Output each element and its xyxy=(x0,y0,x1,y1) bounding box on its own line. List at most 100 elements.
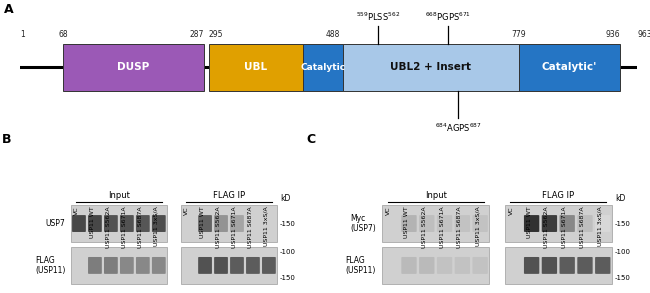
Bar xyxy=(71,247,167,284)
FancyBboxPatch shape xyxy=(136,215,150,232)
Bar xyxy=(181,205,277,242)
FancyBboxPatch shape xyxy=(577,257,593,274)
Text: USP11 S562A: USP11 S562A xyxy=(216,206,221,248)
Text: USP11 3xS/A: USP11 3xS/A xyxy=(264,206,269,246)
Text: USP11 WT: USP11 WT xyxy=(404,206,409,238)
Text: USP11 3xS/A: USP11 3xS/A xyxy=(598,206,603,246)
FancyBboxPatch shape xyxy=(120,215,134,232)
Text: -150: -150 xyxy=(615,275,630,282)
FancyBboxPatch shape xyxy=(577,215,593,232)
Bar xyxy=(71,205,167,242)
Text: USP11 WT: USP11 WT xyxy=(526,206,532,238)
FancyBboxPatch shape xyxy=(524,215,539,232)
Text: -150: -150 xyxy=(615,221,630,226)
Bar xyxy=(343,44,519,91)
FancyBboxPatch shape xyxy=(230,257,244,274)
Bar xyxy=(382,205,489,242)
FancyBboxPatch shape xyxy=(455,257,470,274)
FancyBboxPatch shape xyxy=(401,257,417,274)
Bar xyxy=(209,44,303,91)
FancyBboxPatch shape xyxy=(262,257,276,274)
Text: 295: 295 xyxy=(209,30,223,39)
Text: B: B xyxy=(3,133,12,146)
Text: USP11 S687A: USP11 S687A xyxy=(248,206,253,248)
Text: VC: VC xyxy=(74,206,79,215)
Text: FLAG IP: FLAG IP xyxy=(542,191,575,200)
FancyBboxPatch shape xyxy=(524,257,539,274)
Text: -150: -150 xyxy=(280,221,296,226)
Text: Myc
(USP7): Myc (USP7) xyxy=(350,214,376,233)
Text: 936: 936 xyxy=(605,30,619,39)
Text: USP11 S671A: USP11 S671A xyxy=(232,206,237,248)
Text: DUSP: DUSP xyxy=(117,62,150,72)
Text: -150: -150 xyxy=(280,275,296,282)
FancyBboxPatch shape xyxy=(560,257,575,274)
Text: USP11 S687A: USP11 S687A xyxy=(580,206,585,248)
Bar xyxy=(181,247,277,284)
Bar xyxy=(519,44,619,91)
FancyBboxPatch shape xyxy=(560,215,575,232)
Text: VC: VC xyxy=(184,206,189,215)
FancyBboxPatch shape xyxy=(214,257,228,274)
Text: USP7: USP7 xyxy=(46,219,65,228)
FancyBboxPatch shape xyxy=(595,257,610,274)
Text: kD: kD xyxy=(615,194,625,203)
FancyBboxPatch shape xyxy=(437,215,452,232)
Text: VC: VC xyxy=(509,206,514,215)
FancyBboxPatch shape xyxy=(473,257,488,274)
FancyBboxPatch shape xyxy=(88,257,102,274)
FancyBboxPatch shape xyxy=(152,215,166,232)
Text: 779: 779 xyxy=(512,30,526,39)
FancyBboxPatch shape xyxy=(198,257,212,274)
Text: USP11 S562A: USP11 S562A xyxy=(545,206,549,248)
Text: USP11 S687A: USP11 S687A xyxy=(138,206,143,248)
Text: A: A xyxy=(4,4,14,16)
Bar xyxy=(63,44,203,91)
FancyBboxPatch shape xyxy=(136,257,150,274)
Text: 488: 488 xyxy=(325,30,339,39)
Text: USP11 S562A: USP11 S562A xyxy=(106,206,111,248)
Text: UBL: UBL xyxy=(244,62,267,72)
Text: USP11 WT: USP11 WT xyxy=(90,206,95,238)
Bar xyxy=(382,247,489,284)
Text: FLAG IP: FLAG IP xyxy=(213,191,245,200)
FancyBboxPatch shape xyxy=(246,257,260,274)
Text: USP11 S671A: USP11 S671A xyxy=(122,206,127,248)
Text: USP11 3xS/A: USP11 3xS/A xyxy=(154,206,159,246)
Text: USP11 S671A: USP11 S671A xyxy=(439,206,445,248)
Text: $^{559}$PLSS$^{562}$: $^{559}$PLSS$^{562}$ xyxy=(356,11,400,23)
Text: FLAG
(USP11): FLAG (USP11) xyxy=(35,256,65,275)
FancyBboxPatch shape xyxy=(214,215,228,232)
FancyBboxPatch shape xyxy=(541,257,557,274)
FancyBboxPatch shape xyxy=(419,257,434,274)
Text: -100: -100 xyxy=(280,249,296,255)
Bar xyxy=(303,44,343,91)
FancyBboxPatch shape xyxy=(419,215,434,232)
FancyBboxPatch shape xyxy=(72,215,86,232)
Text: 1: 1 xyxy=(20,30,25,39)
FancyBboxPatch shape xyxy=(437,257,452,274)
FancyBboxPatch shape xyxy=(104,257,118,274)
Text: USP11 3xS/A: USP11 3xS/A xyxy=(475,206,480,246)
Text: Input: Input xyxy=(108,191,130,200)
Text: 68: 68 xyxy=(58,30,68,39)
Text: Catalytic': Catalytic' xyxy=(541,62,597,72)
Text: 287: 287 xyxy=(189,30,203,39)
Text: $^{668}$PGPS$^{671}$: $^{668}$PGPS$^{671}$ xyxy=(425,11,471,23)
Text: C: C xyxy=(306,133,315,146)
Text: UBL2 + Insert: UBL2 + Insert xyxy=(391,62,471,72)
FancyBboxPatch shape xyxy=(455,215,470,232)
FancyBboxPatch shape xyxy=(401,215,417,232)
Bar xyxy=(505,247,612,284)
FancyBboxPatch shape xyxy=(120,257,134,274)
Text: VC: VC xyxy=(386,206,391,215)
FancyBboxPatch shape xyxy=(104,215,118,232)
FancyBboxPatch shape xyxy=(473,215,488,232)
Text: USP11 WT: USP11 WT xyxy=(200,206,205,238)
Text: FLAG
(USP11): FLAG (USP11) xyxy=(346,256,376,275)
FancyBboxPatch shape xyxy=(198,215,212,232)
Text: -100: -100 xyxy=(615,249,631,255)
Text: USP11 S687A: USP11 S687A xyxy=(458,206,462,248)
Text: Input: Input xyxy=(424,191,447,200)
FancyBboxPatch shape xyxy=(230,215,244,232)
